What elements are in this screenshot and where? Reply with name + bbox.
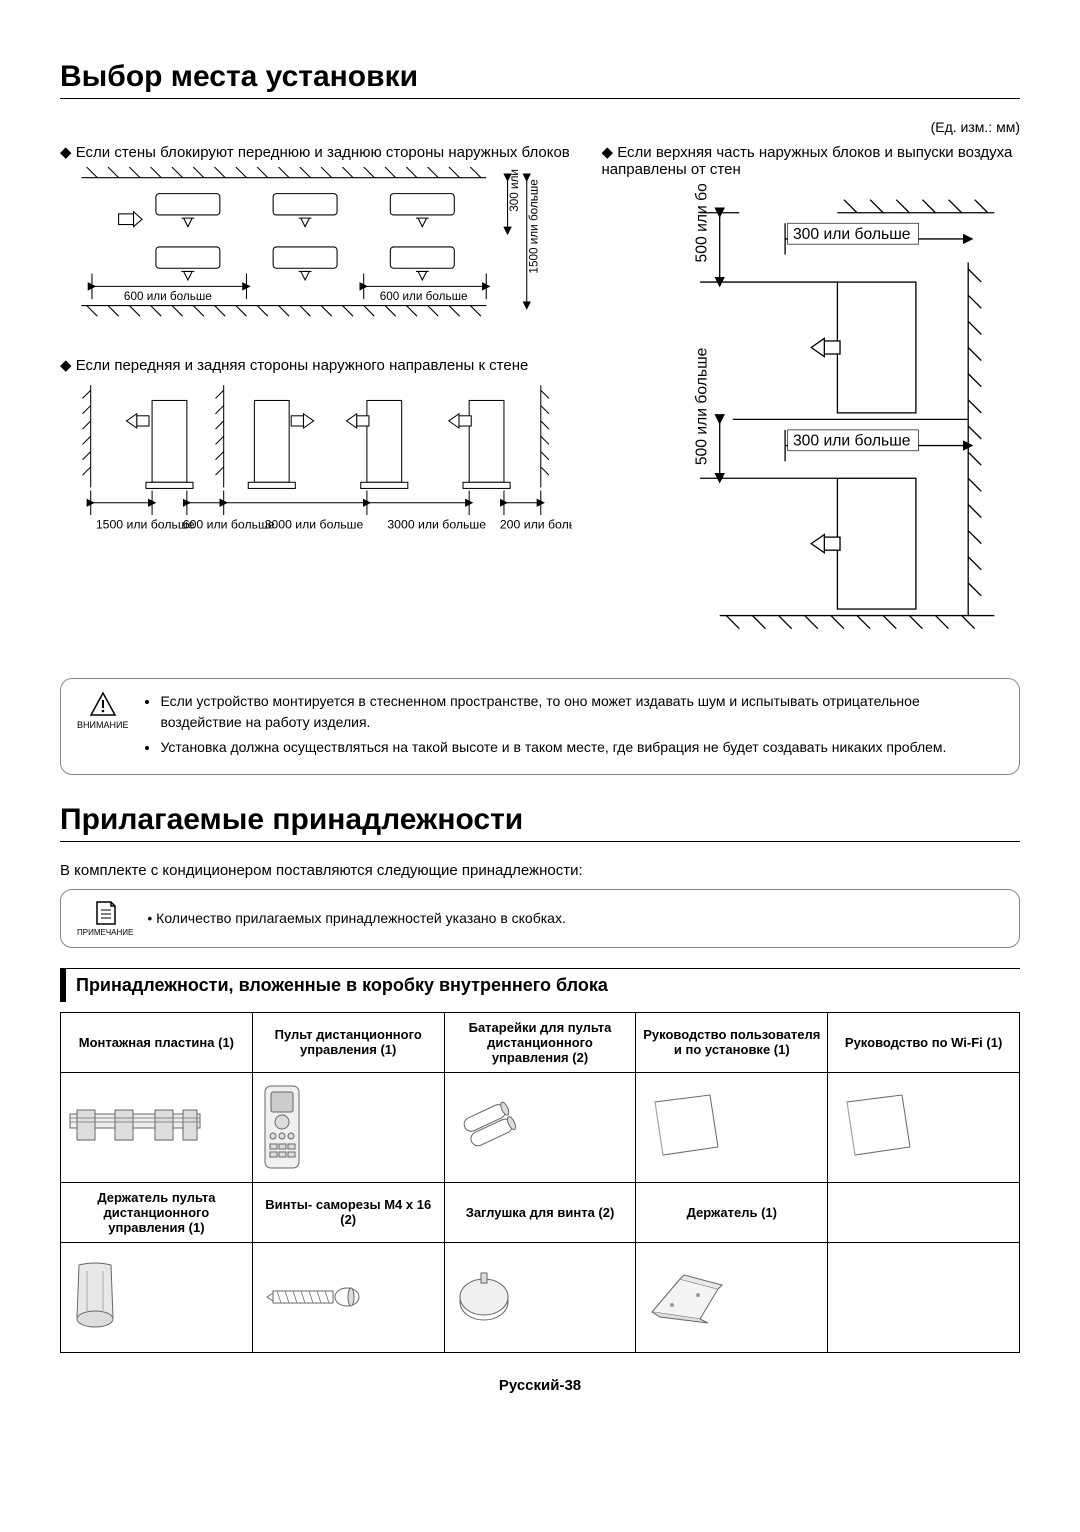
subheading-indoor: Принадлежности, вложенные в коробку внут…	[60, 968, 1020, 1002]
acc-image-mounting-plate	[61, 1072, 253, 1182]
acc-image-empty	[828, 1242, 1020, 1352]
unit-note: (Ед. изм.: мм)	[60, 119, 1020, 135]
acc-label: Держатель пульта дистанционного управлен…	[61, 1182, 253, 1242]
svg-text:1500 или больше: 1500 или больше	[96, 517, 195, 531]
acc-image-screws	[252, 1242, 444, 1352]
svg-text:600 или больше: 600 или больше	[124, 290, 212, 303]
diagrams-area: Если стены блокируют переднюю и заднюю с…	[60, 143, 1020, 660]
svg-text:300 или больше: 300 или больше	[792, 433, 910, 450]
svg-text:500 или больше: 500 или больше	[693, 184, 710, 262]
heading-installation: Выбор места установки	[60, 60, 1020, 99]
accessories-table: Монтажная пластина (1) Пульт дистанционн…	[60, 1012, 1020, 1353]
acc-image-remote	[252, 1072, 444, 1182]
acc-label: Заглушка для винта (2)	[444, 1182, 636, 1242]
svg-text:200 или больше: 200 или больше	[500, 517, 572, 531]
note-text: Количество прилагаемых принадлежностей у…	[156, 910, 566, 926]
acc-image-manual	[636, 1072, 828, 1182]
svg-text:300 или больше: 300 или больше	[508, 167, 521, 212]
caution-item-2: Установка должна осуществляться на такой…	[160, 737, 1003, 758]
caution-box: ВНИМАНИЕ Если устройство монтируется в с…	[60, 678, 1020, 775]
diagram-1-label: Если стены блокируют переднюю и заднюю с…	[60, 143, 572, 161]
note-box: ПРИМЕЧАНИЕ • Количество прилагаемых прин…	[60, 889, 1020, 948]
acc-image-holder	[636, 1242, 828, 1352]
svg-text:3000 или больше: 3000 или больше	[387, 517, 486, 531]
svg-text:1500 или больше: 1500 или больше	[527, 179, 540, 273]
acc-label: Руководство пользователя и по установке …	[636, 1012, 828, 1072]
acc-label: Руководство по Wi-Fi (1)	[828, 1012, 1020, 1072]
acc-label: Держатель (1)	[636, 1182, 828, 1242]
caution-icon: ВНИМАНИЕ	[77, 691, 128, 762]
acc-label: Пульт дистанционного управления (1)	[252, 1012, 444, 1072]
svg-text:3000 или больше: 3000 или больше	[265, 517, 364, 531]
diagram-2: Если передняя и задняя стороны наружного…	[60, 356, 572, 564]
acc-image-batteries	[444, 1072, 636, 1182]
diagram-1: Если стены блокируют переднюю и заднюю с…	[60, 143, 572, 338]
intro-text: В комплекте с кондиционером поставляются…	[60, 862, 1020, 879]
svg-text:600 или больше: 600 или больше	[183, 517, 275, 531]
heading-accessories: Прилагаемые принадлежности	[60, 803, 1020, 842]
acc-image-wifi-manual	[828, 1072, 1020, 1182]
acc-image-remote-holder	[61, 1242, 253, 1352]
note-icon: ПРИМЕЧАНИЕ	[77, 900, 133, 937]
diagram-3-label: Если верхняя часть наружных блоков и вып…	[602, 143, 1021, 178]
caution-item-1: Если устройство монтируется в стесненном…	[160, 691, 1003, 733]
diagram-2-svg: 1500 или больше 600 или больше 3000 или …	[60, 380, 572, 564]
svg-text:500 или больше: 500 или больше	[693, 347, 710, 465]
diagram-3: Если верхняя часть наружных блоков и вып…	[602, 143, 1021, 642]
acc-label: Винты- саморезы M4 x 16 (2)	[252, 1182, 444, 1242]
diagram-2-label: Если передняя и задняя стороны наружного…	[60, 356, 572, 374]
acc-label: Батарейки для пульта дистанционного упра…	[444, 1012, 636, 1072]
acc-label: Монтажная пластина (1)	[61, 1012, 253, 1072]
svg-text:300 или больше: 300 или больше	[792, 226, 910, 243]
page-number: Русский-38	[60, 1377, 1020, 1394]
diagram-1-svg: 600 или больше 600 или больше 300 или бо…	[60, 167, 572, 338]
svg-text:600 или больше: 600 или больше	[380, 290, 468, 303]
acc-label	[828, 1182, 1020, 1242]
acc-image-screw-cap	[444, 1242, 636, 1352]
diagram-3-svg: 500 или больше 300 или больше 500 или бо…	[602, 184, 1021, 642]
